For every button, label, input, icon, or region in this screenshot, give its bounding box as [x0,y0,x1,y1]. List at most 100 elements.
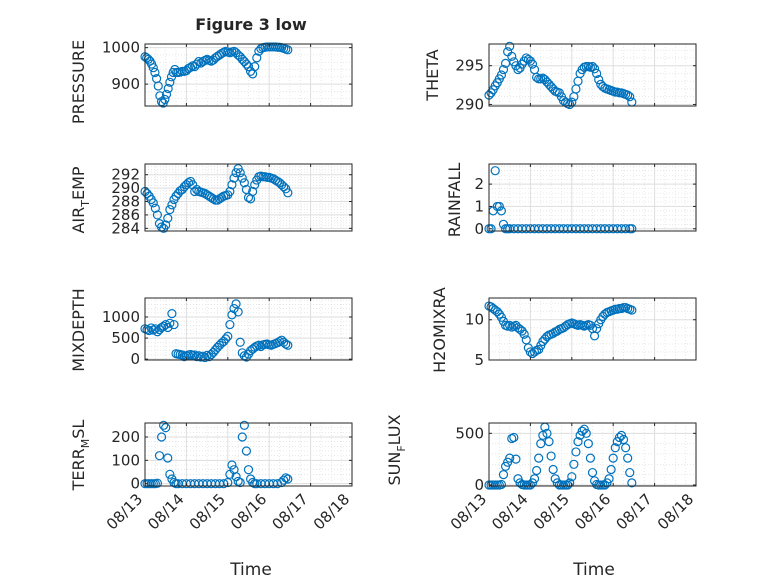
data-point [161,89,172,99]
subplot-h2omixra: 5 10 [465,297,697,369]
data-point [160,94,170,105]
data-point [589,64,600,74]
axes-box [144,422,353,487]
data-point [233,476,243,486]
y-tick-label: 1000 [102,308,140,326]
xlabel-left: Time [229,560,272,580]
data-point [194,56,204,67]
axes-box [144,43,353,107]
ylabel-mixdepth: MIXDEPTH [69,288,88,371]
data-point [165,204,175,215]
data-point [161,220,171,230]
data-point [587,467,598,478]
y-tick-label: 292 [111,166,140,184]
y-tick-label: 0 [130,475,140,493]
data-point [152,478,163,488]
data-point [239,420,249,430]
data-point [279,475,289,485]
x-tick-label: 08/17 [268,490,311,533]
data-point [283,188,293,198]
axes-box [488,297,697,361]
data-point [505,320,515,330]
data-point [281,473,291,483]
x-tick-label: 08/13 [447,490,490,533]
axes-box [488,422,697,487]
data-point [233,307,243,317]
y-tick-label: 1000 [102,39,140,57]
data-point [610,443,620,453]
y-tick-label: 0 [474,476,484,494]
x-tick-label: 08/14 [488,490,531,533]
data-point [250,180,260,190]
data-point [256,44,266,54]
y-tick-label: 290 [455,95,484,113]
data-point [163,453,173,463]
data-point [618,434,629,445]
data-point [542,428,552,438]
data-point [223,331,233,341]
subplot-pressure: 900 1000 [102,39,353,108]
x-tick-label: 08/18 [310,490,353,533]
ylabel-sun-flux: SUNFLUX [385,414,408,485]
x-tick-label: 08/16 [227,490,270,533]
data-point [600,480,610,490]
data-point [225,186,235,197]
data-point [163,83,173,94]
data-point [283,474,293,484]
data-point [507,51,517,62]
data-point [252,53,262,63]
data-point [623,90,633,100]
data-point [235,168,245,178]
data-point [148,63,158,73]
data-point [592,68,602,79]
y-tick-label: 5 [474,351,484,369]
data-point [150,203,160,213]
data-point [606,464,616,475]
data-point [161,423,171,433]
data-point [143,54,153,64]
y-tick-label: 288 [111,193,140,211]
data-point [621,443,631,453]
data-point [525,347,536,357]
data-point [525,480,536,490]
data-point [283,340,293,350]
subplot-mixdepth: 0 500 1000 [102,297,353,368]
ylabel-pressure: PRESSURE [69,40,88,124]
data-point [565,478,575,488]
data-point [592,323,602,334]
data-point [490,166,500,176]
data-point [496,479,507,490]
data-point [241,59,252,69]
y-tick-label: 0 [474,220,484,238]
y-tick-label: 100 [111,451,140,469]
data-point [486,224,496,234]
data-point [227,460,237,470]
data-point [567,472,577,482]
x-tick-label: 08/15 [530,490,573,533]
data-point [527,59,538,69]
data-point [281,339,291,349]
data-point [283,45,293,55]
data-point [505,41,515,51]
data-point [498,64,509,75]
y-tick-label: 286 [111,206,140,224]
y-axis-labels: PRESSURE THETA AIRTEMP RAINFALL MIXDEPTH… [69,40,464,491]
data-point [548,464,558,475]
data-point [594,75,604,85]
data-point [511,454,521,464]
data-point [148,325,158,335]
x-tick-label: 08/15 [186,490,229,533]
data-point [532,465,542,476]
data-point [621,224,631,234]
data-point [585,453,596,463]
data-point [167,309,177,319]
data-point [150,324,160,334]
data-point [608,453,618,463]
data-point [243,62,254,72]
data-point [250,62,260,72]
data-point [571,447,581,457]
data-point [274,336,285,347]
subplot-panels: 9001000290295284286288290292012050010005… [102,39,697,534]
data-point [153,81,163,91]
